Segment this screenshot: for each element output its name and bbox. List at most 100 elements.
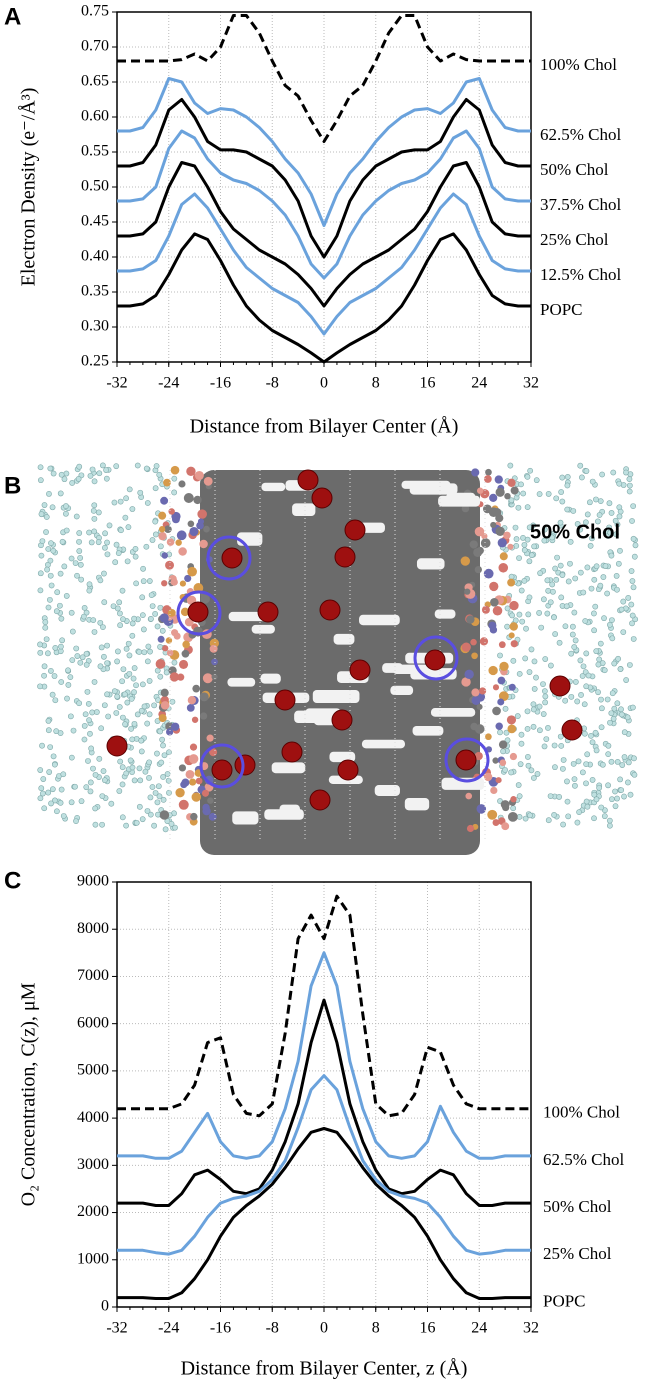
water-molecule	[141, 703, 148, 710]
water-molecule	[139, 681, 146, 688]
water-molecule	[613, 573, 620, 579]
cholesterol	[227, 677, 256, 687]
series-label: POPC	[543, 1291, 586, 1310]
water-molecule	[528, 552, 535, 559]
water-molecule	[146, 678, 153, 684]
water-molecule	[159, 736, 166, 743]
water-molecule	[160, 774, 167, 780]
water-molecule	[45, 789, 52, 796]
x-axis-label: Distance from Bilayer Center, z (Å)	[181, 1358, 468, 1380]
water-molecule	[42, 624, 49, 631]
water-molecule	[119, 764, 126, 771]
water-molecule	[607, 621, 613, 628]
x-tick-label: 8	[372, 375, 380, 392]
headgroup-atom	[157, 635, 165, 643]
headgroup-atom	[186, 466, 196, 477]
y-tick-label: 1000	[77, 1250, 109, 1267]
water-molecule	[140, 626, 147, 633]
water-molecule	[536, 610, 543, 616]
water-molecule	[52, 645, 59, 651]
water-molecule	[563, 603, 570, 610]
headgroup-atom	[181, 649, 190, 658]
water-molecule	[545, 587, 552, 594]
y-tick-label: 3000	[77, 1156, 109, 1173]
water-molecule	[508, 573, 515, 580]
water-molecule	[90, 507, 97, 514]
water-molecule	[551, 614, 557, 621]
headgroup-atom	[483, 568, 494, 579]
water-molecule	[541, 537, 548, 544]
water-molecule	[586, 499, 593, 506]
headgroup-atom	[178, 799, 189, 810]
water-molecule	[63, 527, 70, 534]
headgroup-atom	[492, 819, 500, 826]
x-tick-label: 8	[372, 1320, 380, 1337]
headgroup-atom	[171, 515, 180, 524]
water-molecule	[543, 736, 550, 743]
water-molecule	[91, 502, 98, 509]
water-molecule	[503, 729, 510, 736]
water-molecule	[78, 576, 85, 583]
water-molecule	[69, 657, 76, 664]
water-molecule	[147, 811, 154, 818]
water-molecule	[87, 472, 94, 479]
water-molecule	[530, 723, 537, 730]
water-molecule	[51, 673, 58, 679]
water-molecule	[577, 462, 584, 469]
water-molecule	[540, 681, 546, 687]
water-molecule	[127, 757, 134, 764]
water-molecule	[497, 652, 503, 659]
water-molecule	[515, 504, 522, 511]
headgroup-atom	[169, 672, 180, 682]
water-molecule	[97, 663, 104, 670]
oxygen-molecule	[334, 546, 356, 568]
oxygen-molecule	[319, 599, 341, 621]
water-molecule	[73, 818, 79, 825]
panel-label: B	[4, 472, 21, 499]
headgroup-atom	[495, 777, 502, 784]
series-line	[117, 129, 531, 280]
water-molecule	[116, 704, 123, 710]
water-molecule	[517, 761, 524, 768]
water-molecule	[549, 581, 556, 588]
headgroup-atom	[497, 538, 507, 548]
water-molecule	[584, 564, 591, 571]
water-molecule	[520, 490, 527, 497]
headgroup-atom	[490, 786, 498, 795]
water-molecule	[92, 821, 99, 828]
headgroup-atom	[461, 642, 471, 652]
water-molecule	[158, 759, 165, 766]
water-molecule	[626, 482, 633, 489]
water-molecule	[502, 705, 509, 712]
water-molecule	[119, 814, 126, 821]
water-molecule	[589, 478, 596, 485]
water-molecule	[101, 653, 107, 660]
headgroup-atom	[487, 809, 498, 820]
water-molecule	[119, 781, 126, 788]
water-molecule	[101, 570, 107, 577]
oxygen-molecule	[187, 601, 209, 623]
water-molecule	[611, 660, 618, 667]
water-molecule	[516, 555, 522, 561]
oxygen-molecule	[337, 759, 359, 781]
y-tick-label: 9000	[77, 873, 109, 890]
headgroup-atom	[178, 547, 187, 556]
headgroup-atom	[499, 552, 508, 561]
water-molecule	[507, 462, 514, 469]
oxygen-molecule	[309, 789, 331, 811]
water-molecule	[605, 742, 612, 749]
headgroup-atom	[507, 578, 516, 587]
water-molecule	[577, 657, 584, 664]
headgroup-atom	[189, 778, 197, 786]
headgroup-atom	[474, 751, 483, 761]
headgroup-atom	[510, 640, 518, 648]
water-molecule	[91, 679, 98, 685]
water-molecule	[88, 745, 95, 752]
water-molecule	[138, 748, 145, 755]
x-tick-label: 16	[420, 375, 436, 392]
water-molecule	[621, 754, 628, 760]
water-molecule	[83, 650, 90, 657]
headgroup-atom	[175, 788, 185, 798]
water-molecule	[552, 764, 558, 771]
water-molecule	[618, 606, 625, 613]
